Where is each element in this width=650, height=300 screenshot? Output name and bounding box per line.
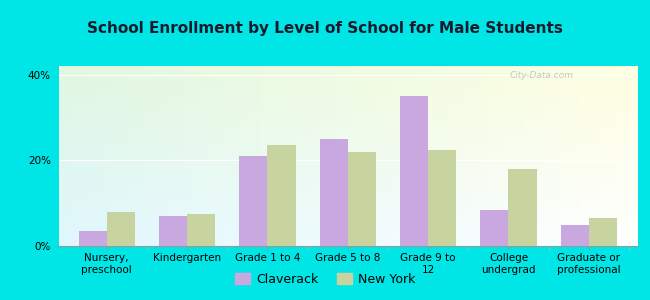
Bar [428, 150, 456, 246]
Bar [589, 218, 617, 246]
Bar [348, 152, 376, 246]
Bar [267, 145, 296, 246]
Bar [480, 210, 508, 246]
Bar [239, 156, 267, 246]
Bar [107, 212, 135, 246]
Legend: Claverack, New York: Claverack, New York [229, 268, 421, 291]
Bar [187, 214, 215, 246]
Text: School Enrollment by Level of School for Male Students: School Enrollment by Level of School for… [87, 21, 563, 36]
Bar [159, 216, 187, 246]
Bar [561, 225, 589, 246]
Bar [400, 96, 428, 246]
Bar [320, 139, 348, 246]
Bar [508, 169, 536, 246]
Bar [79, 231, 107, 246]
Text: City-Data.com: City-Data.com [510, 71, 574, 80]
